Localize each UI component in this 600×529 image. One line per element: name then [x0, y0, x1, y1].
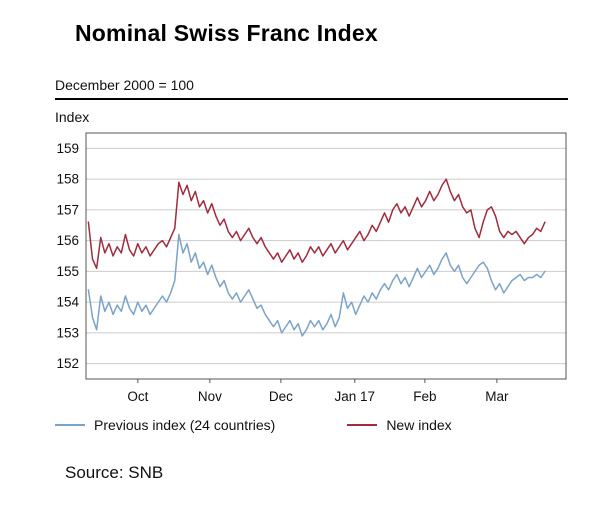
chart-title: Nominal Swiss Franc Index [75, 20, 378, 46]
svg-text:157: 157 [56, 202, 79, 217]
svg-text:158: 158 [56, 172, 79, 187]
svg-text:Oct: Oct [127, 389, 148, 404]
legend-swatch-previous-index [55, 424, 85, 426]
svg-text:156: 156 [56, 233, 79, 248]
legend-item-new-index: New index [347, 417, 452, 433]
source-note: Source: SNB [65, 463, 164, 482]
chart-subtitle: December 2000 = 100 [55, 77, 194, 93]
svg-text:159: 159 [56, 141, 79, 156]
svg-text:Dec: Dec [269, 389, 293, 404]
svg-text:Feb: Feb [413, 389, 436, 404]
legend-label-new-index: New index [386, 417, 452, 433]
svg-text:152: 152 [56, 356, 79, 371]
y-axis-title: Index [55, 109, 90, 125]
legend-item-previous-index: Previous index (24 countries) [55, 417, 275, 433]
legend-label-previous-index: Previous index (24 countries) [94, 417, 276, 433]
svg-text:Mar: Mar [485, 389, 509, 404]
legend: Previous index (24 countries) New index [55, 417, 600, 433]
svg-text:Jan 17: Jan 17 [335, 389, 376, 404]
svg-text:Nov: Nov [198, 389, 222, 404]
line-chart: 152 153 154 155 156 157 158 159 Oct Nov Dec Jan 17 F… [56, 132, 567, 404]
svg-text:153: 153 [56, 325, 79, 340]
legend-swatch-new-index [347, 424, 378, 426]
svg-text:154: 154 [56, 295, 79, 310]
header-rule [55, 98, 568, 100]
svg-text:155: 155 [56, 264, 79, 279]
